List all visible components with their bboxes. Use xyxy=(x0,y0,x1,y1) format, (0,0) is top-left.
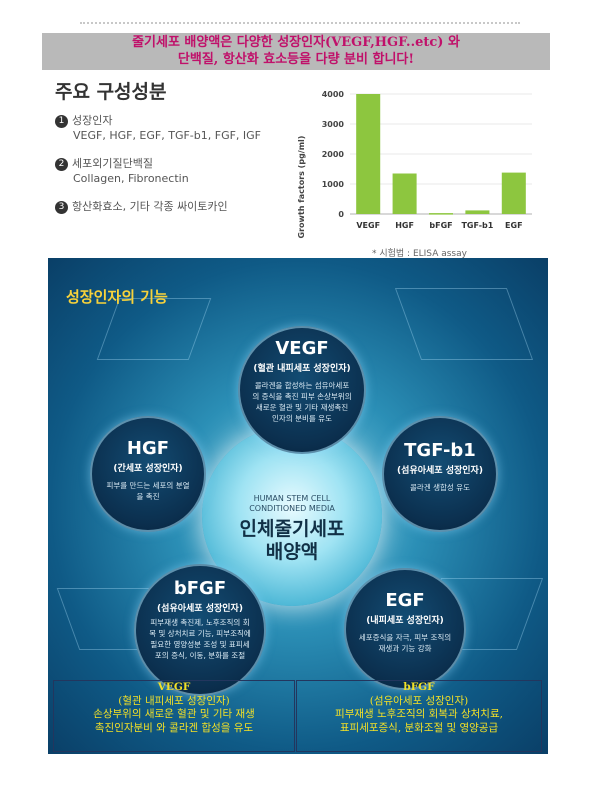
node-tgf-b1: TGF-b1 (섬유아세포 성장인자) 콜라겐 생합성 유도 xyxy=(382,416,498,532)
growth-factor-bar-chart: Growth factors (pg/ml) 0 1000 2000 3000 4000… xyxy=(297,90,532,239)
component-label-2: 세포외기질단백질 xyxy=(72,157,153,170)
chart-y-axis-label: Growth factors (pg/ml) xyxy=(297,136,306,239)
panel-title: 성장인자의 기능 xyxy=(66,288,168,306)
chart-bar-vegf xyxy=(356,94,381,214)
chart-bar-tgf-b1 xyxy=(465,210,490,214)
chart-x-tick-label: HGF xyxy=(395,221,414,230)
chart-bar-egf xyxy=(501,172,526,214)
node-tgf-name: TGF-b1 xyxy=(404,440,476,461)
node-vegf: VEGF (혈관 내피세포 성장인자) 콜라겐을 합성하는 섬유아세포의 증식을… xyxy=(238,326,366,454)
component-item-2: 2 세포외기질단백질 Collagen, Fibronectin xyxy=(55,156,189,186)
headline-banner: 줄기세포 배양액은 다양한 성장인자(VEGF,HGF..etc) 와 단백질,… xyxy=(42,33,550,70)
info-box-bfgf-line-2: 표피세포증식, 분화조절 및 영양공급 xyxy=(339,721,499,734)
number-badge-3: 3 xyxy=(55,201,68,214)
node-egf-role: (내피세포 성장인자) xyxy=(366,616,444,626)
banner-line-2: 단백질, 항산화 효소등을 다량 분비 합니다! xyxy=(177,52,415,67)
chart-note: * 시험법 : ELISA assay xyxy=(372,249,467,259)
info-box-vegf: VEGF (혈관 내피세포 성장인자) 손상부위의 새로운 혈관 및 기타 재생… xyxy=(53,680,295,752)
chart-bar-hgf xyxy=(392,173,417,214)
node-vegf-name: VEGF xyxy=(275,338,329,359)
component-label-1: 성장인자 xyxy=(72,114,113,127)
info-box-vegf-title: VEGF xyxy=(157,681,191,693)
number-badge-2: 2 xyxy=(55,158,68,171)
chart-x-tick-label: bFGF xyxy=(429,221,452,230)
node-bfgf: bFGF (섬유아세포 성장인자) 피부재생 촉진제, 노후조직의 회복 및 상… xyxy=(134,564,266,696)
info-box-bfgf: bFGF (섬유아세포 성장인자) 피부재생 노후조직의 회복과 상처치료, 표… xyxy=(296,680,542,752)
info-box-bfgf-role: (섬유아세포 성장인자) xyxy=(369,694,469,707)
chart-y-ticks: 0 1000 2000 3000 4000 xyxy=(322,90,345,219)
node-bfgf-name: bFGF xyxy=(173,578,227,599)
components-title: 주요 구성성분 xyxy=(55,81,167,103)
chart-x-tick-label: TGF-b1 xyxy=(461,221,493,230)
center-ko-2: 배양액 xyxy=(265,541,319,563)
node-vegf-role: (혈관 내피세포 성장인자) xyxy=(253,364,351,374)
component-detail-2: Collagen, Fibronectin xyxy=(73,172,189,185)
chart-y-tick-label: 0 xyxy=(338,210,344,219)
chart-bar-bfgf xyxy=(428,213,454,215)
info-box-bfgf-title: bFGF xyxy=(403,681,435,693)
chart-y-tick-label: 3000 xyxy=(322,120,345,129)
info-box-vegf-line-1: 손상부위의 새로운 혈관 및 기타 재생 xyxy=(93,708,255,720)
node-hgf-desc: 피부를 만드는 세포의 분열을 촉진 xyxy=(106,481,190,501)
node-egf-name: EGF xyxy=(385,590,425,611)
number-badge-1: 1 xyxy=(55,115,68,128)
node-hgf-name: HGF xyxy=(126,438,170,459)
component-detail-1: VEGF, HGF, EGF, TGF-b1, FGF, IGF xyxy=(73,129,262,142)
chart-y-tick-label: 2000 xyxy=(322,150,345,159)
top-dotted-divider xyxy=(80,22,520,24)
component-item-1: 1 성장인자 VEGF, HGF, EGF, TGF-b1, FGF, IGF xyxy=(55,113,261,143)
chart-x-tick-label: VEGF xyxy=(356,221,380,230)
chart-y-tick-label: 1000 xyxy=(322,180,345,189)
chart-x-tick-label: EGF xyxy=(505,221,523,230)
component-item-3: 3 항산화효소, 기타 각종 싸이토카인 xyxy=(55,199,228,214)
node-egf-desc: 세포증식을 자극, 피부 조직의 재생과 기능 강화 xyxy=(358,633,452,653)
info-box-vegf-line-2: 촉진인자분비 와 콜라겐 합성을 유도 xyxy=(94,721,254,734)
decorative-hex-line xyxy=(96,298,212,360)
node-hgf-role: (간세포 성장인자) xyxy=(113,464,183,474)
node-tgf-role: (섬유아세포 성장인자) xyxy=(397,466,483,476)
center-en-1: HUMAN STEM CELL xyxy=(253,494,331,503)
node-tgf-desc: 콜라겐 생합성 유도 xyxy=(410,483,470,492)
center-en-2: CONDITIONED MEDIA xyxy=(249,504,335,513)
banner-line-1: 줄기세포 배양액은 다양한 성장인자(VEGF,HGF..etc) 와 xyxy=(132,35,460,50)
component-label-3: 항산화효소, 기타 각종 싸이토카인 xyxy=(72,200,228,213)
chart-y-tick-label: 4000 xyxy=(322,90,345,99)
center-ko-1: 인체줄기세포 xyxy=(239,518,345,540)
chart-x-ticks: VEGF HGF bFGF TGF-b1 EGF xyxy=(356,221,522,230)
node-bfgf-desc: 피부재생 촉진제, 노후조직의 회복 및 상처치료 기능, 피부조직에 필요한 … xyxy=(149,618,251,660)
node-bfgf-role: (섬유아세포 성장인자) xyxy=(157,604,243,614)
decorative-hex-line xyxy=(394,288,534,360)
node-egf: EGF (내피세포 성장인자) 세포증식을 자극, 피부 조직의 재생과 기능 … xyxy=(344,568,466,690)
function-panel: 성장인자의 기능 HUMAN STEM CELL CONDITIONED MED… xyxy=(48,258,548,754)
node-hgf: HGF (간세포 성장인자) 피부를 만드는 세포의 분열을 촉진 xyxy=(90,416,206,532)
chart-gridlines xyxy=(350,93,532,215)
info-box-bfgf-line-1: 피부재생 노후조직의 회복과 상처치료, xyxy=(335,708,503,720)
info-box-vegf-role: (혈관 내피세포 성장인자) xyxy=(118,694,230,707)
chart-bars xyxy=(356,94,526,215)
node-vegf-desc: 콜라겐을 합성하는 섬유아세포의 증식을 촉진 피부 손상부위의 새로운 혈관 … xyxy=(252,381,352,423)
